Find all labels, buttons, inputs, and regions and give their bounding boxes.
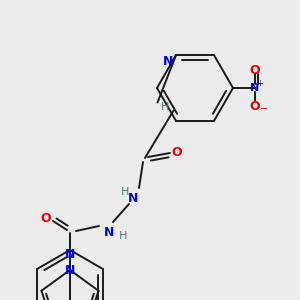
Text: N: N [250,83,260,93]
Text: N: N [65,263,75,277]
Text: −: − [260,104,268,114]
Text: O: O [250,64,260,76]
Text: N: N [128,191,138,205]
Text: H: H [161,101,170,112]
Text: O: O [41,212,51,224]
Text: N: N [65,248,75,260]
Text: +: + [256,79,263,88]
Text: O: O [172,146,182,160]
Text: N: N [104,226,114,238]
Text: N: N [163,55,173,68]
Text: H: H [121,187,129,197]
Text: O: O [250,100,260,112]
Text: H: H [119,231,127,241]
